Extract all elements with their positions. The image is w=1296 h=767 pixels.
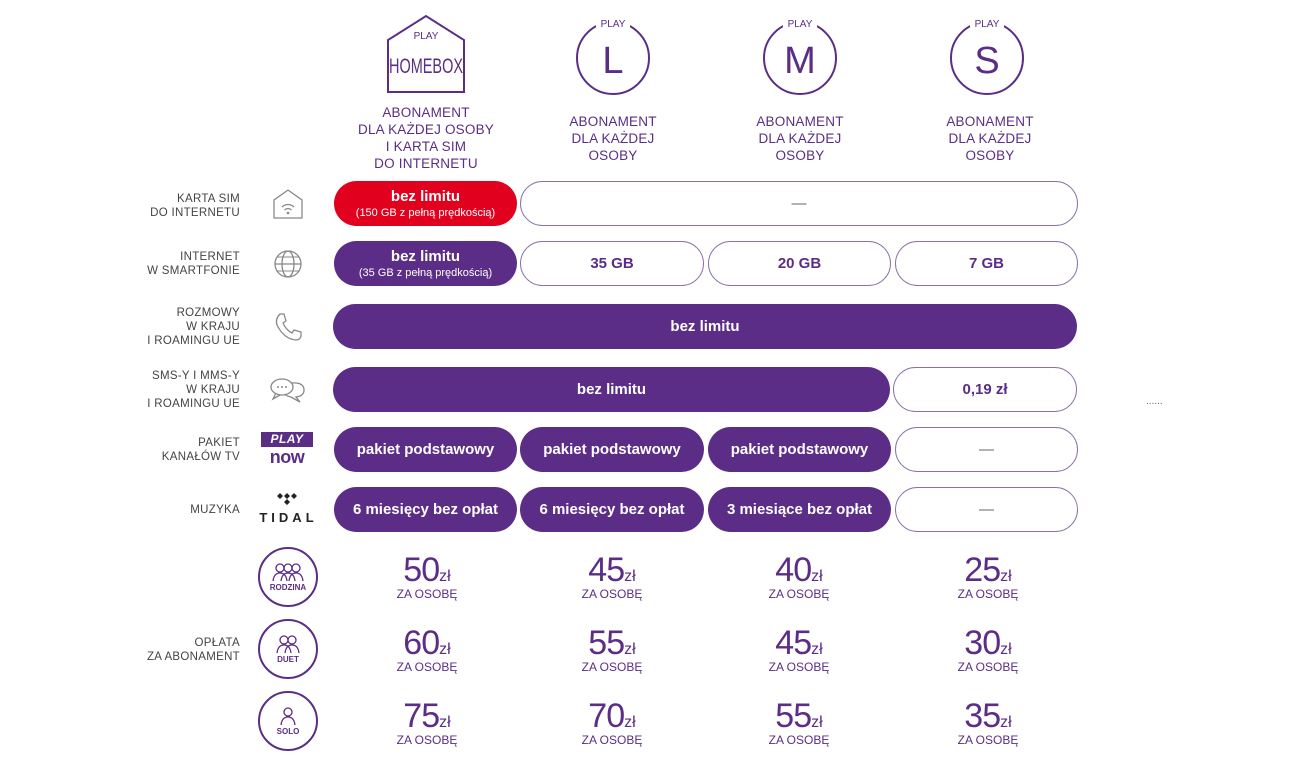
duet-tier-icon: DUET	[258, 619, 318, 679]
row-label-sim: KARTA SIM DO INTERNETU	[150, 193, 240, 219]
svg-text:PLAY: PLAY	[601, 19, 626, 30]
plan-l-circle-icon: PLAY L	[576, 18, 650, 95]
sim-other-plans-cell: —	[520, 181, 1078, 226]
phone-icon	[266, 309, 310, 345]
svg-text:S: S	[974, 40, 999, 82]
price-duet-m: 45zł ZA OSOBĘ	[768, 624, 830, 674]
row-label-music: MUZYKA	[190, 504, 240, 516]
price-solo-m: 55zł ZA OSOBĘ	[768, 697, 830, 747]
music-homebox-cell: 6 miesięcy bez opłat	[334, 487, 517, 532]
internet-homebox-cell: bez limitu (35 GB z pełną prędkością)	[334, 241, 517, 286]
price-solo-l: 70zł ZA OSOBĘ	[581, 697, 643, 747]
tv-l-cell: pakiet podstawowy	[520, 427, 704, 472]
price-duet-homebox: 60zł ZA OSOBĘ	[396, 624, 458, 674]
calls-all-plans-cell: bez limitu	[333, 304, 1077, 349]
solo-tier-icon: SOLO	[258, 691, 318, 751]
row-label-sms: SMS-Y I MMS-Y W KRAJU I ROAMINGU UE	[147, 370, 240, 410]
music-l-cell: 6 miesięcy bez opłat	[520, 487, 704, 532]
music-s-cell: —	[895, 487, 1078, 532]
homebox-name: HOMEBOX	[389, 55, 463, 78]
row-label-internet: INTERNET W SMARTFONIE	[147, 251, 240, 277]
tidal-logo: TIDAL	[254, 492, 320, 526]
svg-text:PLAY: PLAY	[975, 19, 1000, 30]
svg-text:PLAY: PLAY	[788, 19, 813, 30]
row-label-pricing: OPŁATA ZA ABONAMENT	[146, 637, 240, 663]
tidal-diamonds-icon	[277, 493, 297, 505]
homebox-house-icon: PLAY HOMEBOX	[387, 14, 465, 93]
internet-s-cell: 7 GB	[895, 241, 1078, 286]
price-rodzina-l: 45zł ZA OSOBĘ	[581, 551, 643, 601]
plan-l-description: ABONAMENT DLA KAŻDEJ OSOBY	[569, 114, 657, 163]
svg-text:M: M	[784, 40, 816, 82]
row-label-calls: ROZMOWY W KRAJU I ROAMINGU UE	[147, 307, 240, 347]
price-solo-homebox: 75zł ZA OSOBĘ	[396, 697, 458, 747]
homebox-brand: PLAY	[414, 31, 439, 42]
tv-m-cell: pakiet podstawowy	[708, 427, 891, 472]
play-now-logo: PLAY now	[261, 432, 313, 467]
price-rodzina-m: 40zł ZA OSOBĘ	[768, 551, 830, 601]
price-duet-l: 55zł ZA OSOBĘ	[581, 624, 643, 674]
price-rodzina-homebox: 50zł ZA OSOBĘ	[396, 551, 458, 601]
plan-m-description: ABONAMENT DLA KAŻDEJ OSOBY	[756, 114, 844, 163]
svg-text:L: L	[602, 40, 623, 82]
music-m-cell: 3 miesiące bez opłat	[708, 487, 891, 532]
price-rodzina-s: 25zł ZA OSOBĘ	[957, 551, 1019, 601]
price-solo-s: 35zł ZA OSOBĘ	[957, 697, 1019, 747]
sms-s-cell: 0,19 zł	[893, 367, 1077, 412]
globe-icon	[266, 246, 310, 282]
tv-homebox-cell: pakiet podstawowy	[334, 427, 517, 472]
tv-s-cell: —	[895, 427, 1078, 472]
router-house-icon	[266, 186, 310, 222]
plan-s-circle-icon: PLAY S	[950, 18, 1024, 95]
sms-homebox-l-m-cell: bez limitu	[333, 367, 890, 412]
row-label-tv: PAKIET KANAŁÓW TV	[161, 437, 240, 463]
sim-homebox-cell: bez limitu (150 GB z pełną prędkością)	[334, 181, 517, 226]
ellipsis-dots: ......	[1146, 396, 1163, 407]
family-tier-icon: RODZINA	[258, 547, 318, 607]
internet-l-cell: 35 GB	[520, 241, 704, 286]
price-duet-s: 30zł ZA OSOBĘ	[957, 624, 1019, 674]
plan-m-circle-icon: PLAY M	[763, 18, 837, 95]
plan-s-description: ABONAMENT DLA KAŻDEJ OSOBY	[946, 114, 1034, 163]
internet-m-cell: 20 GB	[708, 241, 891, 286]
chat-bubbles-icon	[266, 372, 310, 408]
homebox-description: ABONAMENT DLA KAŻDEJ OSOBY I KARTA SIM DO I…	[358, 105, 494, 171]
